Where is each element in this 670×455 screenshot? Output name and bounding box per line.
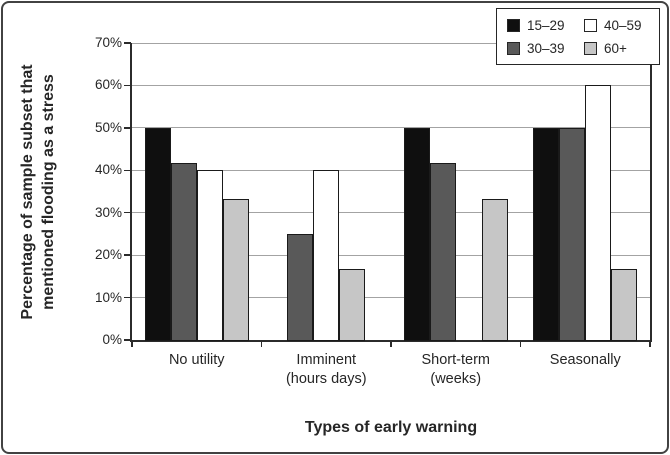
legend-grid: 15–29 30–39 40–59 60+ bbox=[507, 15, 651, 58]
legend-label: 40–59 bbox=[604, 17, 642, 33]
bar-s3-g1 bbox=[339, 269, 366, 341]
bar-s3-g0 bbox=[222, 198, 249, 341]
bar-s1-g2 bbox=[429, 163, 456, 341]
x-axis-tick bbox=[131, 340, 133, 347]
y-axis-tick bbox=[124, 127, 131, 129]
legend-label: 60+ bbox=[604, 40, 627, 56]
bar-s3-g2 bbox=[481, 198, 508, 341]
x-category-label-line: (hours days) bbox=[285, 371, 367, 387]
gridline bbox=[132, 254, 650, 256]
gridline bbox=[132, 127, 650, 129]
legend-item: 60+ bbox=[584, 41, 651, 56]
bar-s1-g1 bbox=[287, 233, 314, 341]
x-category-label: No utility bbox=[132, 351, 262, 370]
y-axis-tick bbox=[124, 339, 131, 341]
x-category-label-line: No utility bbox=[168, 352, 225, 368]
y-axis-tick bbox=[124, 169, 131, 172]
y-axis-title-line1: Percentage of sample subset that bbox=[19, 64, 36, 320]
y-tick-label: 30% bbox=[94, 204, 122, 220]
legend-swatch-icon bbox=[507, 18, 520, 32]
x-axis-tick bbox=[649, 340, 651, 347]
x-category-label: Short-term (weeks) bbox=[391, 351, 521, 389]
y-axis-tick bbox=[124, 296, 131, 299]
legend-item: 30–39 bbox=[507, 41, 574, 56]
y-axis-title: Percentage of sample subset that mention… bbox=[17, 22, 59, 362]
bar-s0-g3 bbox=[533, 127, 560, 341]
bar-s2-g3 bbox=[585, 85, 612, 341]
y-axis-title-line2: mentioned flooding as a stress bbox=[40, 74, 57, 310]
bar-s2-g0 bbox=[196, 170, 223, 341]
y-tick-label: 70% bbox=[94, 35, 122, 50]
legend-item: 40–59 bbox=[584, 18, 651, 33]
x-category-label-line: Seasonally bbox=[549, 352, 621, 368]
legend-label: 30–39 bbox=[527, 40, 565, 56]
legend-label: 15–29 bbox=[527, 17, 565, 33]
y-tick-label: 50% bbox=[94, 119, 122, 135]
gridline bbox=[132, 169, 650, 171]
x-axis-tick bbox=[519, 340, 522, 347]
y-axis-tick bbox=[124, 84, 131, 87]
legend-item: 15–29 bbox=[507, 18, 574, 33]
x-category-label-line: Short-term bbox=[421, 352, 491, 368]
x-category-label: Seasonally bbox=[521, 351, 651, 370]
gridline bbox=[132, 297, 650, 299]
gridline bbox=[132, 212, 650, 214]
y-tick-label: 10% bbox=[94, 289, 122, 305]
bar-s3-g3 bbox=[611, 269, 638, 341]
x-axis-tick bbox=[260, 340, 263, 347]
y-tick-label: 40% bbox=[94, 162, 122, 178]
x-category-label: Imminent (hours days) bbox=[262, 351, 392, 389]
x-axis-title: Types of early warning bbox=[304, 419, 478, 436]
legend: 15–29 30–39 40–59 60+ bbox=[496, 8, 660, 65]
y-tick-label: 60% bbox=[94, 77, 122, 93]
y-axis-tick bbox=[124, 211, 131, 214]
plot-right-border bbox=[650, 43, 652, 341]
y-axis-tick bbox=[124, 254, 131, 256]
gridline bbox=[132, 84, 650, 86]
legend-swatch-icon bbox=[584, 18, 597, 32]
legend-swatch-icon bbox=[507, 41, 520, 55]
bar-s0-g0 bbox=[144, 127, 171, 341]
y-tick-label: 0% bbox=[102, 332, 122, 347]
gridline bbox=[132, 42, 650, 44]
bar-s2-g1 bbox=[313, 170, 340, 341]
x-category-label-line: Imminent bbox=[296, 352, 357, 368]
x-axis-tick bbox=[390, 340, 392, 347]
x-category-label-line: (weeks) bbox=[430, 371, 482, 387]
bar-s1-g0 bbox=[170, 163, 197, 341]
bar-s0-g2 bbox=[403, 127, 430, 341]
bar-s1-g3 bbox=[559, 127, 586, 341]
y-axis-tick bbox=[124, 42, 131, 44]
y-tick-label: 20% bbox=[94, 247, 122, 263]
y-axis-line bbox=[130, 43, 132, 341]
legend-swatch-icon bbox=[584, 41, 597, 55]
